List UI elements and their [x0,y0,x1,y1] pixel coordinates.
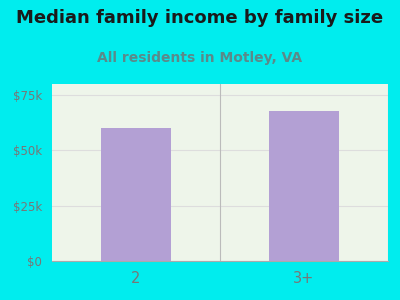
Text: Median family income by family size: Median family income by family size [16,9,384,27]
Text: All residents in Motley, VA: All residents in Motley, VA [98,51,302,65]
Bar [101,128,171,261]
Bar [269,110,339,261]
